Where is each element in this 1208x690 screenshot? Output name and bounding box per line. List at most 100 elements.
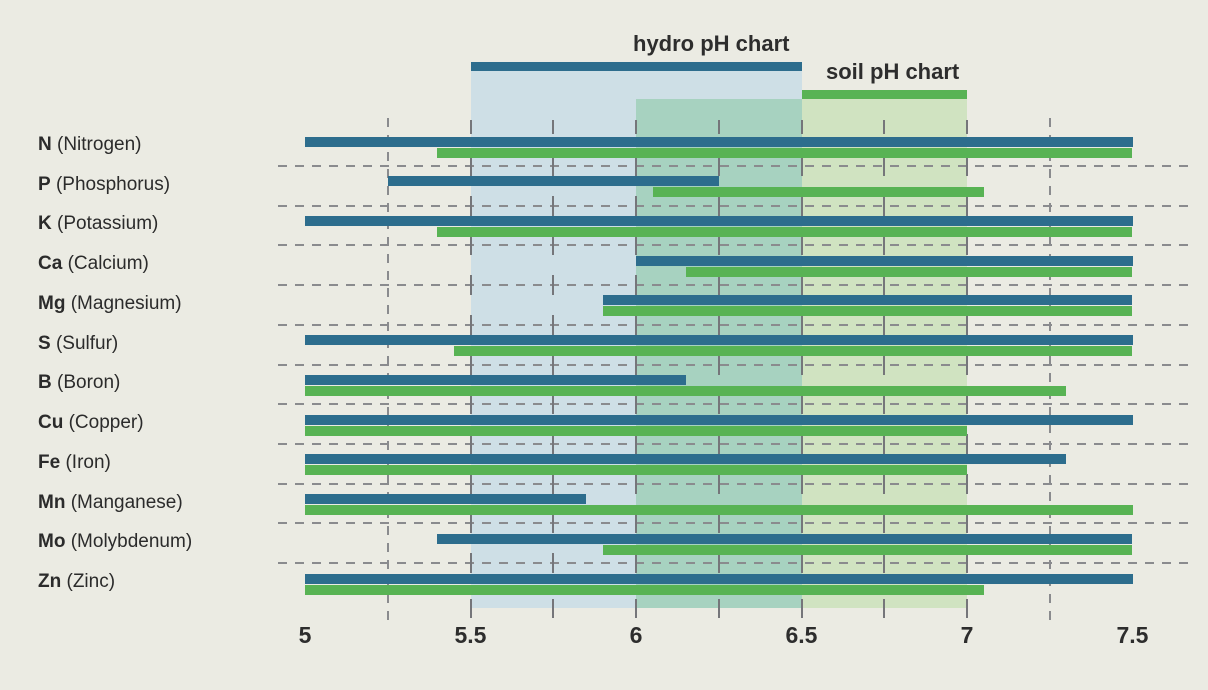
gridline-cross-tick (552, 473, 555, 494)
gridline-cross-tick (552, 235, 555, 256)
gridline-cross-tick (883, 553, 886, 574)
x-axis-label-5.5: 5.5 (454, 622, 487, 648)
soil-band-header-bar (636, 90, 967, 99)
gridline-cross-tick (966, 394, 968, 415)
gridline-cross-tick (635, 314, 637, 335)
gridline-cross-tick (552, 394, 555, 415)
row-separator-line (278, 482, 1190, 485)
gridline-cross-tick (635, 394, 637, 415)
hydro-bar-N (305, 136, 1133, 147)
x-axis-label-6.5: 6.5 (785, 622, 818, 648)
gridline-cross-tick (883, 394, 886, 415)
x-axis-label-5: 5 (298, 622, 312, 648)
row-separator-line (278, 244, 1190, 247)
gridline-cross-tick (717, 394, 720, 415)
nutrient-symbol: Cu (38, 412, 64, 434)
hydro-bar-K (305, 215, 1133, 226)
nutrient-symbol: Mg (38, 292, 66, 314)
gridline-cross-tick (883, 235, 886, 256)
gridline-cross-tick (469, 195, 472, 216)
gridline-cross-tick (717, 275, 720, 296)
gridline-cross-tick (883, 433, 886, 454)
row-label-Zn: Zn (Zinc) (38, 571, 116, 593)
minor-gridline-dashed (386, 118, 389, 620)
gridline-cross-tick (883, 513, 886, 534)
soil-bar-Fe (305, 465, 967, 476)
gridline-cross-tick (552, 354, 555, 375)
gridline-cross-tick (800, 433, 803, 454)
gridline-cross-tick (883, 275, 886, 296)
axis-tick (635, 599, 637, 618)
row-separator-line (278, 562, 1190, 565)
hydro-bar-Fe (305, 454, 1067, 465)
row-separator-line (278, 204, 1190, 207)
gridline-top-tick (966, 120, 968, 134)
gridline-cross-tick (883, 155, 886, 176)
gridline-cross-tick (635, 155, 637, 176)
gridline-cross-tick (469, 235, 472, 256)
gridline-cross-tick (552, 275, 555, 296)
row-separator-line (278, 442, 1190, 445)
gridline-cross-tick (800, 553, 803, 574)
row-label-Fe: Fe (Iron) (38, 451, 111, 473)
hydro-bar-Ca (636, 255, 1133, 266)
soil-legend-label: soil pH chart (826, 59, 960, 84)
row-separator-line (278, 403, 1190, 406)
axis-tick (469, 599, 472, 618)
gridline-cross-tick (717, 473, 720, 494)
gridline-top-tick (800, 120, 803, 134)
nutrient-symbol: Zn (38, 571, 62, 593)
nutrient-symbol: B (38, 372, 52, 394)
hydro-legend-label: hydro pH chart (633, 31, 790, 56)
gridline-cross-tick (552, 513, 555, 534)
row-label-Mg: Mg (Magnesium) (38, 292, 182, 314)
soil-bar-Mn (305, 505, 1133, 516)
gridline-cross-tick (883, 195, 886, 216)
gridline-cross-tick (635, 275, 637, 296)
gridline-cross-tick (800, 473, 803, 494)
gridline-cross-tick (717, 433, 720, 454)
gridline-cross-tick (552, 195, 555, 216)
gridline-cross-tick (966, 275, 968, 296)
soil-bar-S (453, 346, 1133, 357)
hydro-bar-Mn (305, 494, 587, 505)
gridline-cross-tick (966, 553, 968, 574)
gridline-cross-tick (966, 314, 968, 335)
gridline-cross-tick (469, 354, 472, 375)
soil-bar-Ca (685, 266, 1133, 277)
x-axis-label-7.5: 7.5 (1116, 622, 1149, 648)
row-label-P: P (Phosphorus) (38, 173, 171, 195)
nutrient-symbol: N (38, 134, 52, 155)
gridline-cross-tick (800, 155, 803, 176)
nutrient-symbol: Ca (38, 253, 63, 275)
soil-bar-Mg (602, 306, 1133, 317)
gridline-cross-tick (635, 354, 637, 375)
gridline-cross-tick (469, 394, 472, 415)
row-label-N: N (Nitrogen) (38, 134, 142, 155)
gridline-cross-tick (635, 513, 637, 534)
gridline-cross-tick (800, 394, 803, 415)
gridline-cross-tick (717, 354, 720, 375)
nutrient-symbol: S (38, 332, 51, 354)
gridline-cross-tick (469, 275, 472, 296)
nutrient-symbol: K (38, 213, 52, 235)
gridline-cross-tick (635, 433, 637, 454)
row-label-Cu: Cu (Copper) (38, 412, 144, 434)
gridline-cross-tick (552, 553, 555, 574)
axis-tick (717, 599, 720, 618)
gridline-cross-tick (717, 513, 720, 534)
gridline-cross-tick (800, 275, 803, 296)
gridline-cross-tick (800, 354, 803, 375)
gridline-cross-tick (800, 314, 803, 335)
row-label-Mo: Mo (Molybdenum) (38, 531, 193, 553)
x-axis-label-6: 6 (629, 622, 643, 648)
gridline-cross-tick (552, 314, 555, 335)
hydro-bar-Mg (602, 295, 1133, 306)
gridline-cross-tick (800, 513, 803, 534)
row-separator-line (278, 522, 1190, 525)
gridline-cross-tick (469, 155, 472, 176)
soil-bar-Mo (602, 544, 1133, 555)
axis-tick (552, 599, 555, 618)
gridline-cross-tick (635, 553, 637, 574)
x-axis-label-7: 7 (960, 622, 974, 648)
